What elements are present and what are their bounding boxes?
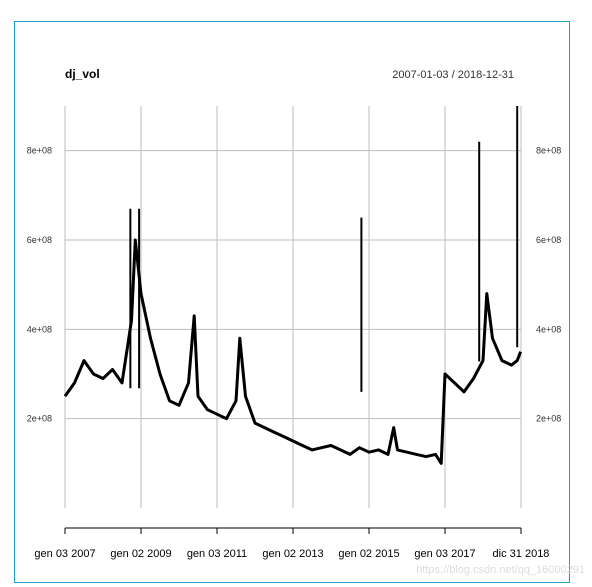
x-tick-label: gen 03 2011: [187, 548, 247, 560]
y-ticks-right: 2e+08 4e+08 6e+08 8e+08: [536, 146, 561, 424]
chart-title: dj_vol: [65, 67, 100, 81]
x-tick-label: gen 02 2015: [338, 548, 399, 560]
y-tick-label-left: 6e+08: [27, 235, 52, 245]
x-tick-label: gen 03 2007: [34, 548, 95, 560]
grid: [64, 106, 522, 508]
series-line: [63, 238, 523, 465]
y-tick-label-left: 2e+08: [27, 414, 52, 424]
x-tick-label: gen 03 2017: [414, 548, 475, 560]
y-tick-label-right: 6e+08: [536, 235, 561, 245]
y-tick-label-right: 8e+08: [536, 146, 561, 156]
watermark: https://blog.csdn.net/qq_16000291: [416, 564, 585, 576]
chart-frame: [14, 21, 570, 583]
y-tick-label-left: 4e+08: [27, 324, 52, 334]
date-range: 2007-01-03 / 2018-12-31: [392, 69, 514, 81]
x-tick-label: gen 02 2009: [110, 548, 171, 560]
series-group: [63, 106, 523, 465]
y-ticks-left: 2e+08 4e+08 6e+08 8e+08: [27, 146, 52, 424]
y-tick-label-left: 8e+08: [27, 146, 52, 156]
x-axis: gen 03 2007 gen 02 2009 gen 03 2011 gen 02 …: [34, 527, 550, 560]
y-tick-label-right: 4e+08: [536, 324, 561, 334]
x-tick-label: dic 31 2018: [493, 548, 550, 560]
x-tick-label: gen 02 2013: [262, 548, 323, 560]
y-tick-label-right: 2e+08: [536, 414, 561, 424]
